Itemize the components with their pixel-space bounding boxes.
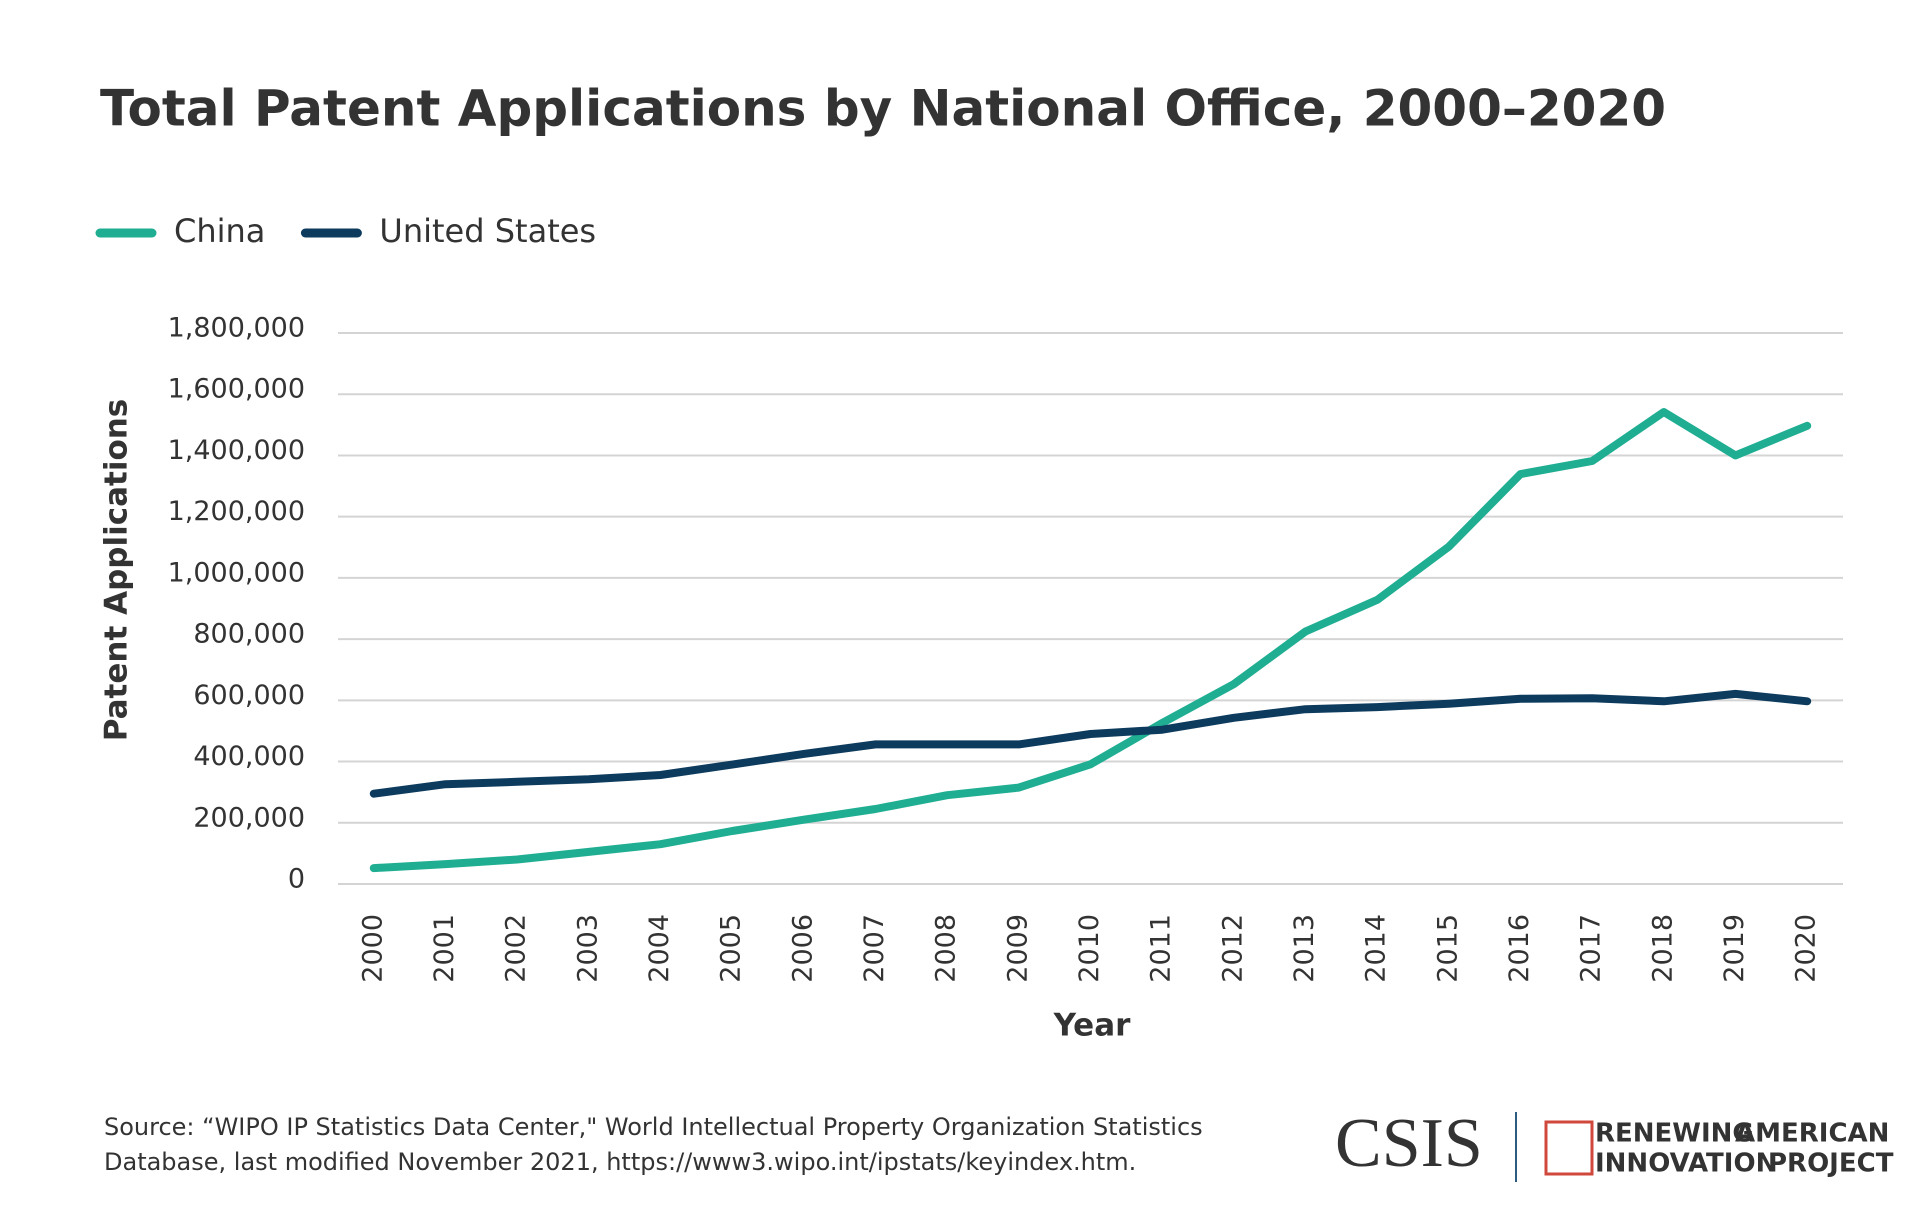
x-tick-label: 2004 — [644, 914, 675, 983]
x-tick-label: 2019 — [1719, 914, 1750, 983]
logo-text: CSIS — [1335, 1105, 1483, 1182]
logo-text: PROJECT — [1768, 1149, 1894, 1179]
x-tick-label: 2013 — [1289, 914, 1320, 983]
x-tick-label: 2017 — [1576, 914, 1607, 983]
source-note: Source: “WIPO IP Statistics Data Center,… — [104, 1113, 1203, 1141]
y-tick-label: 200,000 — [193, 802, 305, 833]
logo-text: RENEWING — [1595, 1119, 1754, 1149]
logo-icon — [1546, 1122, 1592, 1174]
x-tick-label: 2005 — [716, 914, 747, 983]
y-tick-label: 1,800,000 — [168, 313, 305, 344]
y-tick-label: 1,000,000 — [168, 557, 305, 588]
x-tick-label: 2002 — [501, 914, 532, 983]
chart-title: Total Patent Applications by National Of… — [100, 80, 1666, 138]
logo-text: INNOVATION — [1595, 1149, 1777, 1179]
x-tick-label: 2015 — [1432, 914, 1463, 983]
y-tick-label: 1,400,000 — [168, 435, 305, 466]
x-tick-label: 2000 — [357, 914, 388, 983]
x-tick-label: 2020 — [1791, 914, 1822, 983]
y-tick-label: 400,000 — [193, 741, 305, 772]
x-tick-label: 2011 — [1146, 914, 1177, 983]
y-tick-label: 800,000 — [193, 619, 305, 650]
x-tick-label: 2014 — [1361, 914, 1392, 983]
x-tick-label: 2001 — [429, 914, 460, 983]
legend-label: United States — [379, 212, 596, 250]
x-tick-label: 2009 — [1002, 914, 1033, 983]
x-tick-label: 2016 — [1504, 914, 1535, 983]
x-tick-label: 2006 — [787, 914, 818, 983]
x-tick-label: 2008 — [931, 914, 962, 983]
x-tick-label: 2003 — [572, 914, 603, 983]
y-tick-label: 1,600,000 — [168, 374, 305, 405]
source-note: Database, last modified November 2021, h… — [104, 1148, 1136, 1176]
x-tick-label: 2010 — [1074, 914, 1105, 983]
y-tick-label: 600,000 — [193, 680, 305, 711]
x-tick-label: 2012 — [1217, 914, 1248, 983]
y-tick-label: 0 — [288, 864, 305, 895]
y-axis-label: Patent Applications — [99, 399, 135, 742]
x-axis-label: Year — [1053, 1008, 1132, 1044]
x-tick-label: 2018 — [1647, 914, 1678, 983]
legend-label: China — [174, 212, 265, 250]
series-line — [374, 694, 1807, 794]
y-tick-label: 1,200,000 — [168, 496, 305, 527]
x-tick-label: 2007 — [859, 914, 890, 983]
logo-text: AMERICAN — [1735, 1119, 1889, 1149]
